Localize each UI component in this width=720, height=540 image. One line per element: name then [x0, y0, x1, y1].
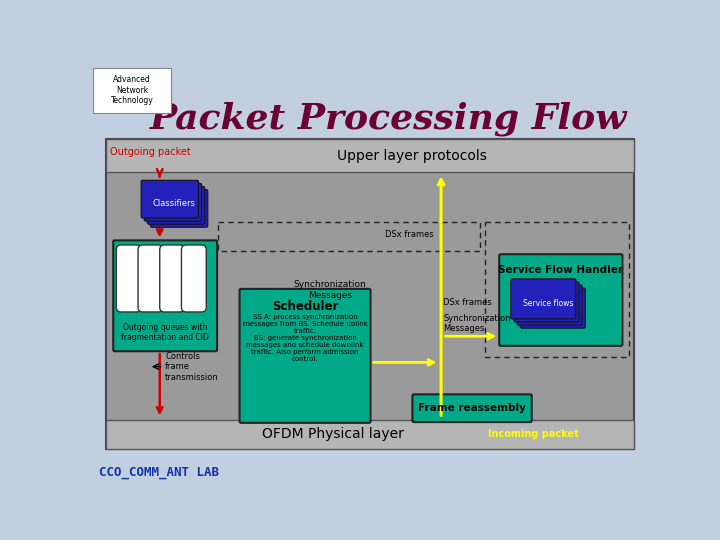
FancyBboxPatch shape [148, 186, 204, 224]
Text: Classifiers: Classifiers [153, 199, 196, 208]
Bar [106, 420, 634, 449]
FancyBboxPatch shape [514, 282, 579, 322]
FancyBboxPatch shape [138, 245, 163, 312]
Bar [106, 139, 634, 172]
Text: CCO_COMM_ANT LAB: CCO_COMM_ANT LAB [99, 467, 220, 480]
Text: Advanced
Network
Technology: Advanced Network Technology [110, 75, 153, 105]
FancyBboxPatch shape [413, 394, 532, 422]
Bar [106, 139, 634, 449]
Text: DSx frames: DSx frames [384, 230, 433, 239]
Text: Scheduler: Scheduler [272, 300, 338, 313]
Text: Controls
frame
transmission: Controls frame transmission [165, 352, 219, 382]
FancyBboxPatch shape [240, 289, 371, 423]
Bar [485, 222, 629, 356]
Text: SS A: process synchronization
messages from BS. Schedule uplink
traffic.
BS: gen: SS A: process synchronization messages f… [243, 314, 367, 361]
Text: DSx frames: DSx frames [444, 298, 492, 307]
FancyBboxPatch shape [144, 184, 202, 221]
Text: Synchronization
Messages: Synchronization Messages [294, 280, 366, 300]
FancyBboxPatch shape [160, 245, 184, 312]
FancyBboxPatch shape [117, 245, 141, 312]
Text: Service flows: Service flows [523, 299, 573, 308]
FancyBboxPatch shape [93, 68, 171, 112]
FancyBboxPatch shape [113, 240, 217, 351]
Text: Outgoing queues with
fragmentation and CID: Outgoing queues with fragmentation and C… [121, 323, 209, 342]
Text: Incoming packet: Incoming packet [487, 429, 578, 440]
Text: OFDM Physical layer: OFDM Physical layer [262, 427, 404, 441]
FancyBboxPatch shape [181, 245, 206, 312]
FancyBboxPatch shape [141, 180, 199, 218]
FancyBboxPatch shape [510, 279, 576, 319]
Text: Synchronization
Messages: Synchronization Messages [444, 314, 511, 333]
Text: Frame reassembly: Frame reassembly [418, 403, 526, 413]
Text: Outgoing packet: Outgoing packet [110, 147, 191, 157]
Bar [218, 222, 480, 251]
Text: Service Flow Handler: Service Flow Handler [498, 265, 624, 275]
Text: Packet Processing Flow: Packet Processing Flow [150, 102, 627, 136]
FancyBboxPatch shape [150, 190, 208, 227]
FancyBboxPatch shape [517, 285, 582, 325]
FancyBboxPatch shape [499, 254, 622, 346]
FancyBboxPatch shape [520, 288, 585, 328]
Text: Upper layer protocols: Upper layer protocols [337, 148, 487, 163]
